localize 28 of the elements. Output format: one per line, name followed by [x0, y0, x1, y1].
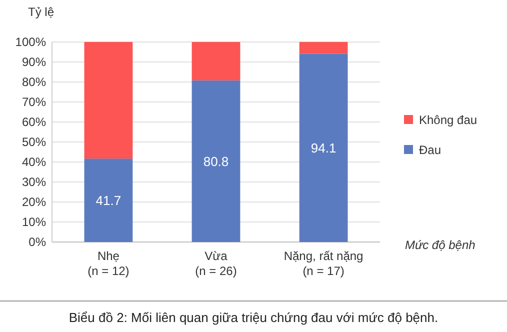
- data-label: 94.1: [310, 140, 336, 156]
- x-axis-title: Mức độ bệnh: [405, 238, 476, 252]
- legend-label: Đau: [419, 143, 442, 158]
- text: Biểu đồ 2: Mối liên quan giữa triệu chứng đau với mức độ bệnh.: [68, 310, 438, 325]
- y-tick-label: 10%: [22, 215, 46, 230]
- y-tick-label: 40%: [22, 155, 46, 170]
- bar: [192, 42, 240, 80]
- bar: [299, 54, 348, 242]
- legend-label: Không đau: [419, 113, 478, 128]
- data-label: 80.8: [203, 154, 229, 169]
- data-label: 41.7: [96, 192, 122, 208]
- bar: [84, 158, 133, 242]
- x-tick-label: Vừa (n = 26): [195, 249, 237, 278]
- x-tick-label: Nặng, rất nặng (n = 17): [284, 249, 364, 278]
- y-tick-label: 20%: [22, 195, 46, 210]
- y-tick-label: 90%: [22, 55, 46, 70]
- x-tick-label: Nhẹ (n = 12): [88, 249, 130, 278]
- bar: [299, 42, 348, 54]
- y-tick-label: 80%: [22, 75, 46, 90]
- y-tick-label: 70%: [22, 95, 46, 110]
- y-tick-label: 50%: [22, 135, 46, 150]
- y-tick-label: 100%: [15, 35, 46, 50]
- y-tick-label: 30%: [22, 175, 46, 190]
- y-axis-title: Tỷ lệ: [28, 5, 54, 19]
- bar: [192, 80, 240, 242]
- y-tick-label: 60%: [22, 115, 46, 130]
- bar: [84, 42, 133, 159]
- y-tick-label: 0%: [28, 235, 46, 250]
